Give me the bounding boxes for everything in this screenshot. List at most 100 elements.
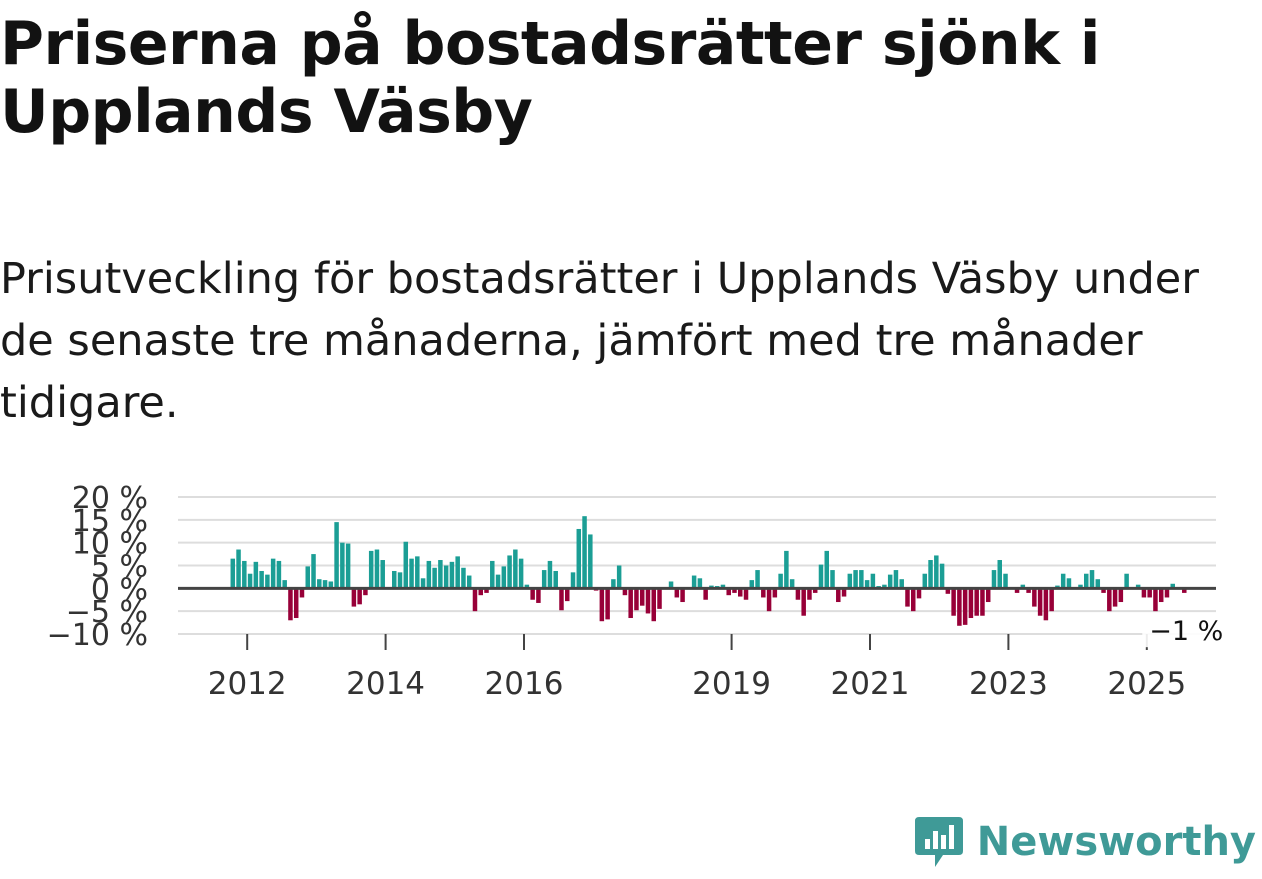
bar [824,550,829,589]
bar [351,588,357,607]
bar [397,572,403,589]
bar [392,570,397,589]
bar [230,558,236,589]
x-tick-label: 2025 [1107,666,1186,700]
bar [1141,588,1147,598]
bar [1170,583,1175,589]
bars [230,516,1187,626]
bar [305,566,310,589]
bar [1060,573,1066,589]
bar [1049,588,1054,612]
bar [651,588,656,622]
bar [513,549,518,589]
bar [409,558,414,589]
bar [726,588,731,596]
bar [1147,588,1152,598]
bar [893,570,899,589]
x-tick-label: 2012 [208,666,287,700]
bar [616,565,622,589]
bar [882,584,887,589]
bar [466,575,472,589]
bar [1164,588,1170,598]
bar [236,549,241,589]
bar [703,588,708,600]
x-axis: 2012 2014 2016 2019 2021 2023 2025 [208,634,1186,700]
bar [916,588,922,599]
bar [749,580,755,589]
bar [380,560,385,589]
bar [743,588,749,600]
bar [293,588,299,619]
bar [657,588,662,609]
bar [611,579,616,589]
bar [582,516,587,589]
chart-title: Priserna på bostadsrätter sjönk i Upplan… [0,9,1100,147]
bar [674,588,680,598]
chart-subtitle: Prisutveckling för bostadsrätter i Uppla… [0,254,1199,428]
bar [1095,579,1101,589]
bar [899,579,904,589]
x-tick-label: 2016 [485,666,564,700]
bar [1124,573,1129,589]
bar [420,578,426,589]
bar [830,570,835,589]
bar [1078,584,1083,589]
y-tick-label: −10 % [47,618,148,653]
bar [484,588,489,593]
bar [789,579,795,589]
y-tick-label: 15 % [72,504,148,539]
x-tick-label: 2021 [831,666,910,700]
y-tick-label: 20 % [72,481,148,516]
bar [270,558,276,589]
bar [288,588,293,621]
bar [997,560,1002,589]
bar [639,588,645,606]
bar [939,563,945,589]
bar [1037,588,1043,616]
bar [426,560,432,589]
bar [415,556,420,589]
bar [887,574,893,589]
bar [784,550,789,589]
bar [985,588,991,603]
bar [755,570,760,589]
bar [553,570,558,589]
bar [576,528,582,589]
bar [778,573,783,589]
bar [478,588,483,596]
bar [265,574,270,589]
bar [738,588,743,597]
bar [443,565,449,589]
bar [334,522,339,589]
newsworthy-logo[interactable]: Newsworthy [913,813,1256,871]
bar [847,573,853,589]
bar [242,560,247,589]
newsworthy-logo-icon [914,817,963,867]
bar [962,588,968,625]
bar [1084,573,1089,589]
newsworthy-logo-text: Newsworthy [976,819,1256,865]
bar [720,584,726,589]
bar [1158,588,1164,603]
bar [490,560,495,589]
bar [859,570,864,589]
bar [801,588,806,616]
bar [368,550,374,589]
bar [357,588,362,605]
bar [853,570,858,589]
bar [622,588,628,596]
bar [317,579,322,589]
bar [599,588,605,622]
bar [957,588,962,626]
bar [374,549,380,589]
bar [588,534,593,589]
bar [530,588,535,600]
bar [732,588,737,593]
bar [928,560,933,589]
y-axis: −10 %−5 %0 %5 %10 %15 %20 % [47,481,148,653]
bar [345,543,351,589]
bar [761,588,766,598]
bar [951,588,956,616]
bar [864,580,870,589]
bar [1026,588,1031,593]
